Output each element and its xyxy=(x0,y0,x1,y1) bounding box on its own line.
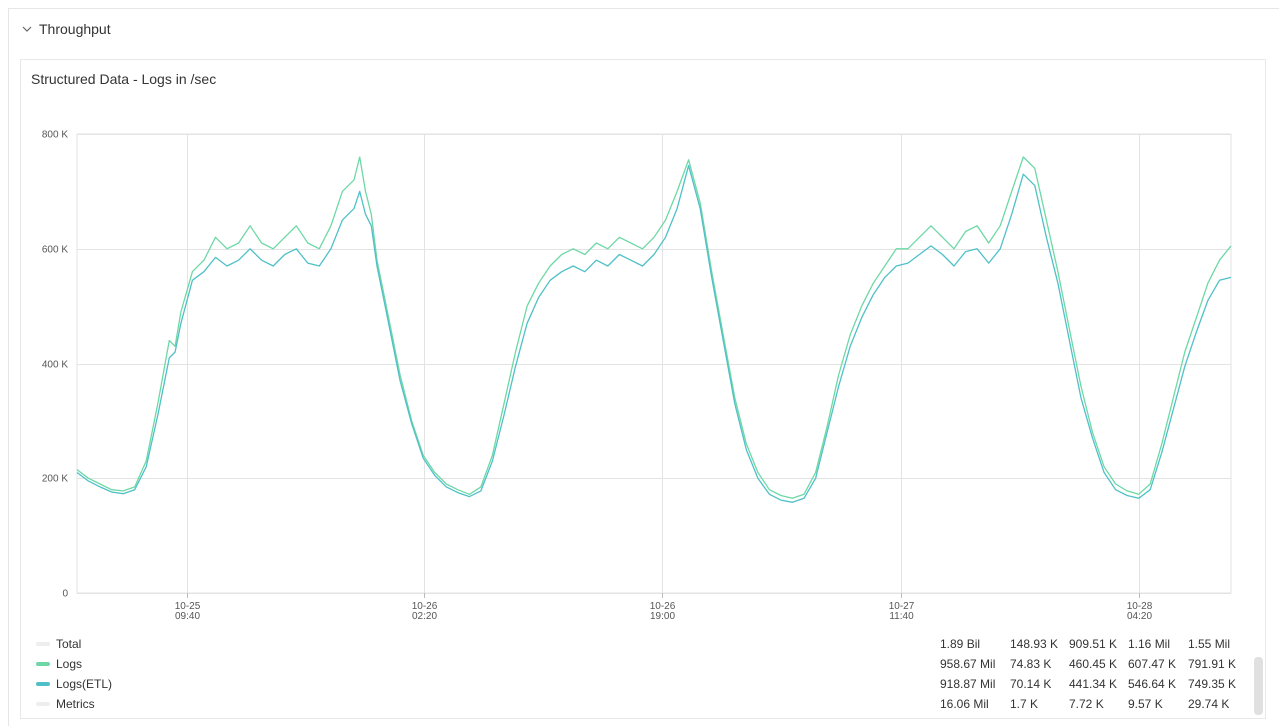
section-collapse-toggle[interactable]: Throughput xyxy=(22,19,111,39)
x-tick-label-date: 10-26 xyxy=(412,601,438,612)
legend-label: Metrics xyxy=(56,697,95,711)
x-tick-label-time: 19:00 xyxy=(650,611,675,622)
legend-swatch xyxy=(36,702,50,706)
chevron-down-icon xyxy=(22,26,32,32)
legend-value: 29.74 K xyxy=(1188,697,1230,711)
x-tick-label-date: 10-28 xyxy=(1127,601,1153,612)
section-title: Throughput xyxy=(39,21,111,37)
legend-swatch xyxy=(36,662,50,666)
legend-value: 148.93 K xyxy=(1010,637,1059,651)
series-line-logs[interactable] xyxy=(76,156,1232,499)
panel-title: Structured Data - Logs in /sec xyxy=(31,71,217,87)
legend-value: 749.35 K xyxy=(1188,677,1237,691)
throughput-section xyxy=(8,8,1279,726)
legend-value: 909.51 K xyxy=(1069,637,1118,651)
x-tick-label-date: 10-26 xyxy=(650,601,676,612)
legend-value: 1.55 Mil xyxy=(1188,637,1231,651)
legend-value: 70.14 K xyxy=(1010,677,1052,691)
legend-label: Logs xyxy=(56,657,83,671)
chart-panel xyxy=(20,59,1266,719)
x-tick-label-time: 02:20 xyxy=(412,611,437,622)
legend-value: 958.67 Mil xyxy=(940,657,996,671)
legend-value: 607.47 K xyxy=(1128,657,1177,671)
y-tick-label: 200 K xyxy=(42,474,68,485)
y-tick-label: 0 xyxy=(62,589,68,600)
legend-value: 1.16 Mil xyxy=(1128,637,1171,651)
legend-value: 9.57 K xyxy=(1128,697,1163,711)
legend-scrollbar[interactable] xyxy=(1254,657,1263,715)
legend-item-metrics[interactable]: Metrics xyxy=(36,695,95,713)
legend-value: 1.7 K xyxy=(1010,697,1039,711)
legend-item-logs-etl[interactable]: Logs(ETL) xyxy=(36,675,112,693)
x-tick-label-time: 04:20 xyxy=(1127,611,1152,622)
legend-value: 546.64 K xyxy=(1128,677,1177,691)
legend-value: 7.72 K xyxy=(1069,697,1104,711)
legend-value: 460.45 K xyxy=(1069,657,1118,671)
x-tick-label-time: 11:40 xyxy=(889,611,914,622)
legend-swatch xyxy=(36,642,50,646)
legend-swatch xyxy=(36,682,50,686)
y-tick-label: 400 K xyxy=(42,360,68,371)
legend-value: 1.89 Bil xyxy=(940,637,981,651)
legend-item-logs[interactable]: Logs xyxy=(36,655,82,673)
legend-label: Total xyxy=(56,637,82,651)
legend-value: 918.87 Mil xyxy=(940,677,996,691)
legend-label: Logs(ETL) xyxy=(56,677,113,691)
x-tick-label-date: 10-27 xyxy=(889,601,915,612)
x-tick-label-time: 09:40 xyxy=(175,611,200,622)
plot-area xyxy=(76,133,1232,594)
series-line-logs-etl[interactable] xyxy=(76,164,1232,503)
legend-value: 74.83 K xyxy=(1010,657,1052,671)
legend-value: 16.06 Mil xyxy=(940,697,989,711)
legend-value: 791.91 K xyxy=(1188,657,1237,671)
x-tick-label-date: 10-25 xyxy=(175,601,201,612)
legend-value: 441.34 K xyxy=(1069,677,1118,691)
y-tick-label: 600 K xyxy=(42,245,68,256)
y-tick-label: 800 K xyxy=(42,130,68,141)
legend-item-total[interactable]: Total xyxy=(36,635,81,653)
